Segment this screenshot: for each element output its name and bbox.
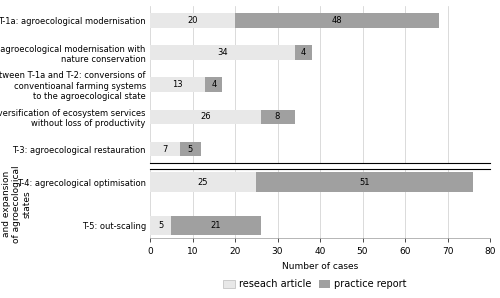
Bar [150,13,235,28]
Bar [171,216,260,235]
Text: 25: 25 [198,178,208,187]
Text: 48: 48 [332,16,342,25]
Text: 4: 4 [300,48,306,57]
Bar [150,216,171,235]
Text: 13: 13 [172,80,183,89]
Y-axis label: Optimisation
and expansion
of agroecological
states: Optimisation and expansion of agroecolog… [0,165,32,243]
Text: 7: 7 [162,145,168,153]
Bar [206,77,222,92]
Text: 34: 34 [217,48,228,57]
Text: 21: 21 [210,221,221,230]
Text: 8: 8 [275,112,280,121]
X-axis label: Number of cases: Number of cases [282,262,358,271]
Bar [235,13,439,28]
Text: 26: 26 [200,112,210,121]
Bar [294,45,312,60]
Bar [150,77,206,92]
Bar [150,45,294,60]
Bar [260,110,294,124]
Bar [150,110,260,124]
Text: 51: 51 [360,178,370,187]
Text: 5: 5 [188,145,193,153]
Text: 5: 5 [158,221,163,230]
Text: 4: 4 [211,80,216,89]
Text: 20: 20 [187,16,198,25]
Bar [180,142,201,156]
Bar [150,142,180,156]
Bar [150,172,256,192]
Bar [256,172,473,192]
Legend: reseach article, practice report: reseach article, practice report [219,275,411,293]
